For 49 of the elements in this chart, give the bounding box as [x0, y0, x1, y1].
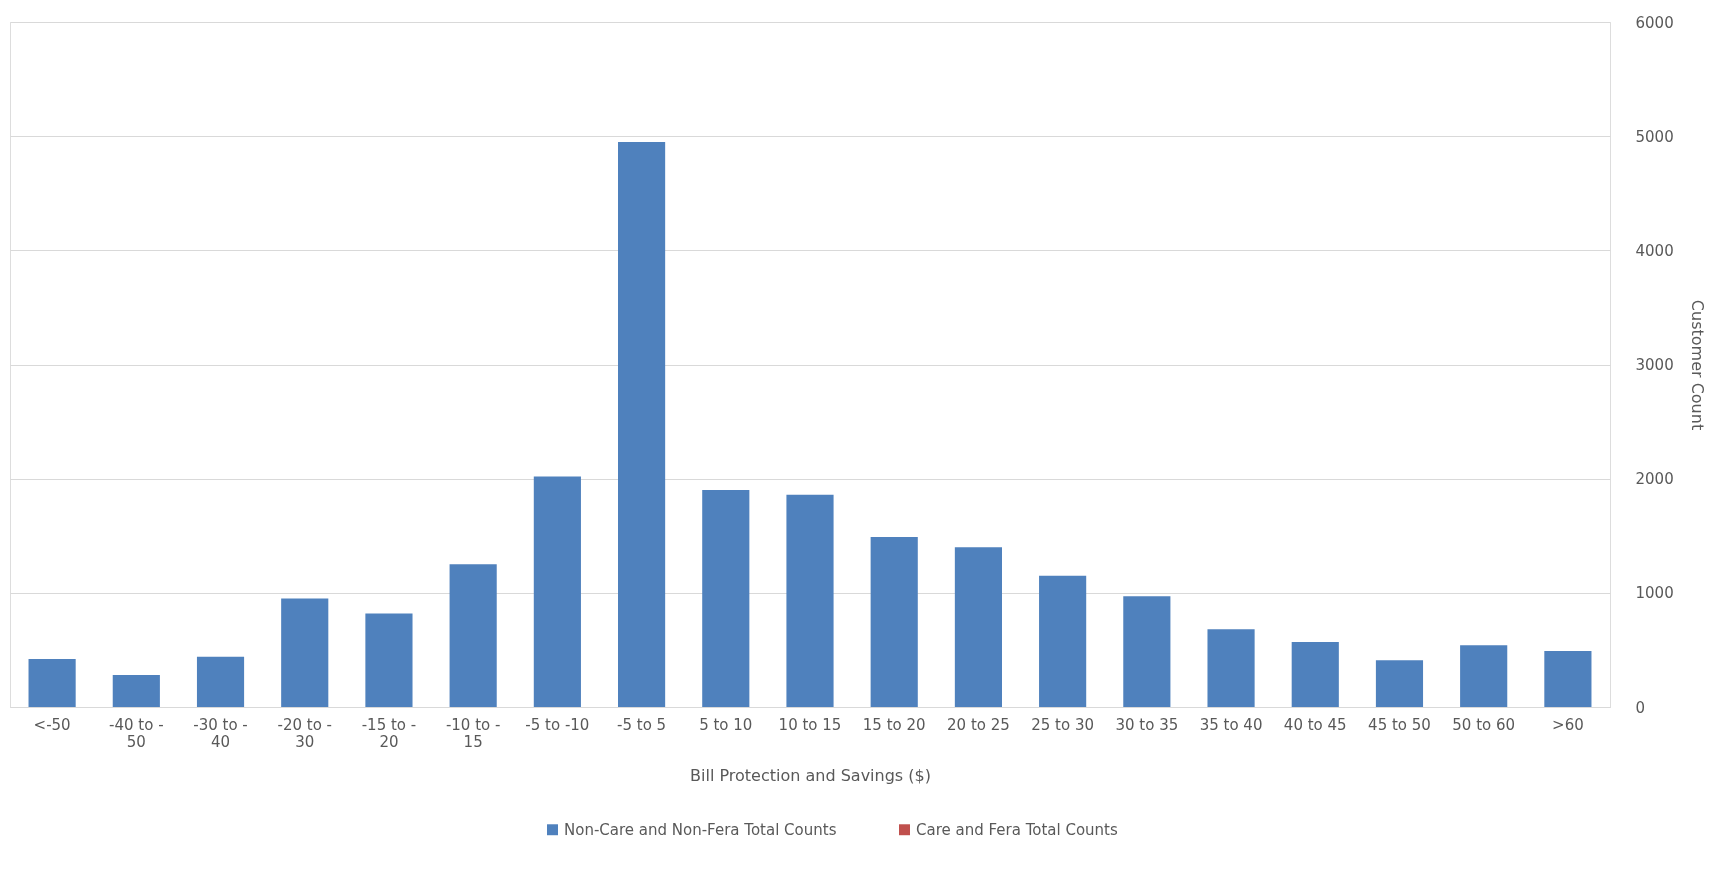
x-tick-label: 10 to 15 — [778, 715, 842, 734]
bar — [365, 613, 413, 707]
x-tick-label: -40 to -50 — [109, 715, 164, 751]
bar — [112, 675, 160, 707]
bar — [533, 476, 581, 707]
x-tick-label: -30 to -40 — [193, 715, 248, 751]
y-tick-label: 2000 — [1635, 470, 1674, 489]
bar — [1375, 660, 1424, 707]
bar — [281, 598, 329, 707]
legend-label: Non-Care and Non-Fera Total Counts — [564, 820, 837, 839]
x-axis-title: Bill Protection and Savings ($) — [690, 765, 931, 785]
x-tick-label: 45 to 50 — [1368, 715, 1431, 734]
x-tick-label: 35 to 40 — [1199, 715, 1263, 734]
y-tick-label: 5000 — [1635, 127, 1674, 146]
x-tick-label: -5 to 5 — [617, 715, 667, 734]
x-tick-label: 40 to 45 — [1283, 715, 1347, 734]
bar — [1039, 575, 1087, 707]
y-tick-label: 0 — [1635, 698, 1646, 717]
bar — [1123, 596, 1171, 707]
bar — [1207, 629, 1255, 707]
x-tick-label: -5 to -10 — [525, 715, 590, 734]
x-tick-label: -20 to -30 — [277, 715, 332, 751]
x-tick-label: 25 to 30 — [1031, 715, 1095, 734]
y-tick-label: 1000 — [1635, 584, 1674, 603]
x-tick-label: 50 to 60 — [1452, 715, 1516, 734]
x-tick-label: 5 to 10 — [699, 715, 753, 734]
bar — [702, 490, 750, 707]
bar — [1291, 641, 1339, 707]
y-tick-label: 6000 — [1635, 13, 1674, 32]
y-tick-label: 4000 — [1635, 241, 1674, 260]
x-tick-label: <-50 — [33, 715, 71, 734]
bar — [870, 536, 918, 707]
legend-label: Care and Fera Total Counts — [916, 820, 1118, 839]
bar — [1460, 645, 1508, 707]
bar — [618, 141, 666, 707]
x-tick-label: 20 to 25 — [947, 715, 1010, 734]
bar — [28, 659, 76, 707]
x-tick-label: 15 to 20 — [862, 715, 926, 734]
x-tick-label: -10 to -15 — [445, 715, 501, 751]
bar — [786, 494, 834, 707]
bar — [196, 656, 245, 707]
bar — [954, 547, 1002, 707]
bar — [1544, 651, 1592, 707]
y-axis-title: Customer Count — [1687, 299, 1707, 431]
bar — [449, 564, 497, 707]
y-tick-label: 3000 — [1635, 356, 1674, 374]
x-tick-label: -15 to -20 — [361, 715, 417, 751]
x-tick-label: 30 to 35 — [1115, 715, 1179, 734]
x-tick-label: >60 — [1552, 715, 1584, 734]
